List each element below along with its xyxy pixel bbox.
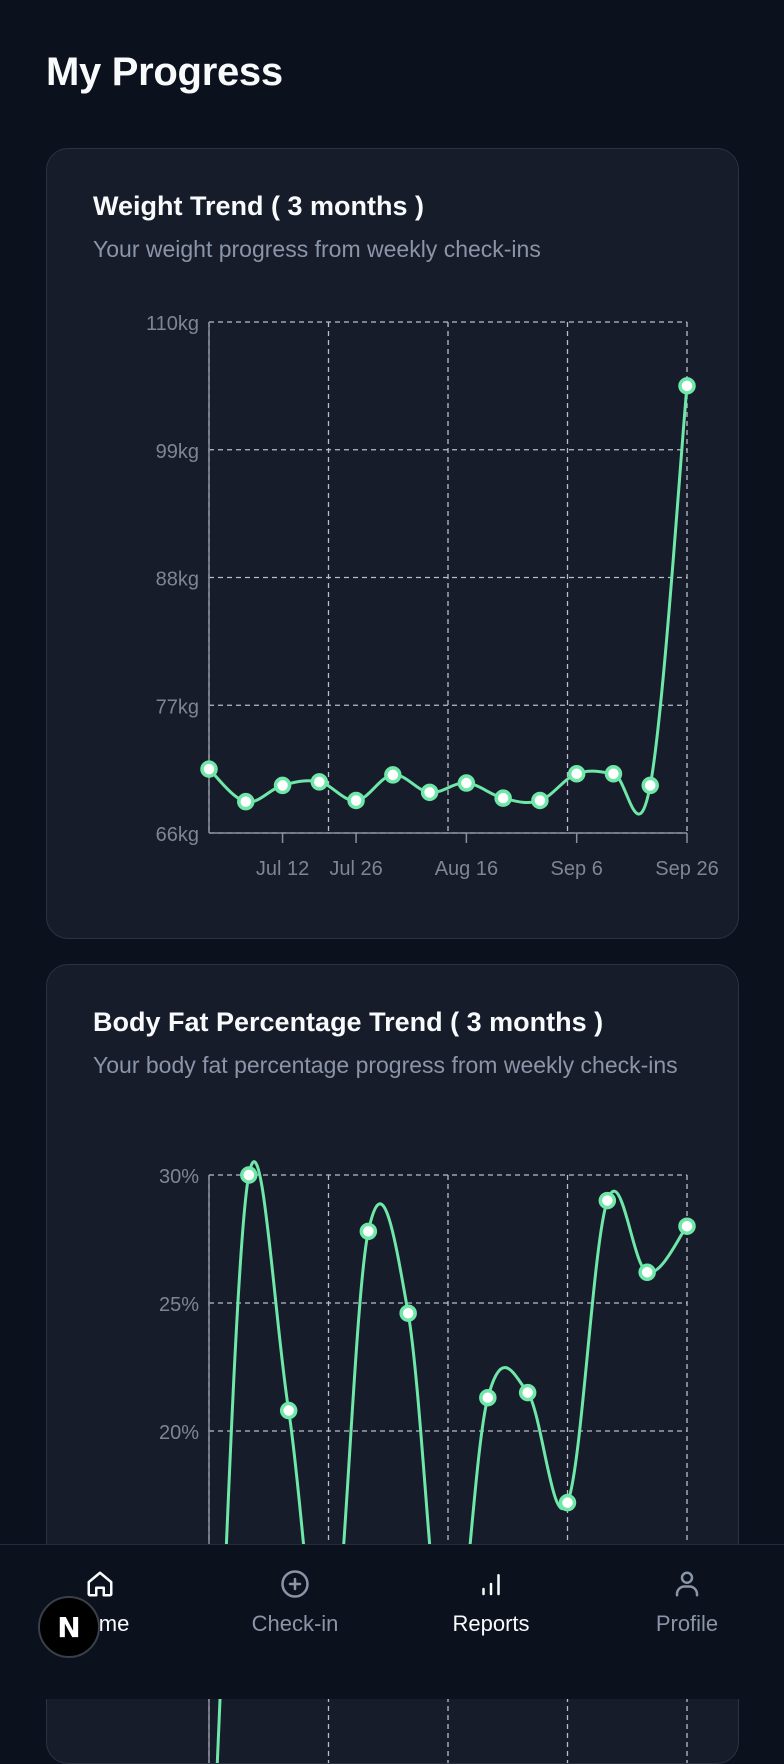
- nav-check-in-label: Check-in: [251, 1611, 339, 1636]
- data-point: [604, 765, 623, 783]
- nav-check-in[interactable]: Check-in: [215, 1569, 375, 1637]
- data-point: [641, 776, 659, 795]
- data-point: [347, 791, 365, 810]
- data-point: [479, 1388, 497, 1407]
- data-point: [678, 377, 696, 395]
- x-tick-label: Sep 26: [655, 858, 718, 880]
- y-tick-label: 66kg: [156, 824, 199, 846]
- data-point: [359, 1222, 378, 1241]
- bar-chart-icon: [411, 1569, 571, 1603]
- data-point: [240, 1166, 258, 1184]
- data-point: [598, 1191, 617, 1210]
- nav-profile-label: Profile: [655, 1611, 719, 1636]
- x-tick-label: Jul 12: [256, 858, 309, 880]
- data-point: [531, 791, 549, 810]
- data-point: [558, 1493, 577, 1512]
- data-point: [518, 1383, 537, 1402]
- data-point: [457, 774, 476, 792]
- data-point: [420, 783, 439, 802]
- data-point: [399, 1304, 417, 1322]
- n-badge-button[interactable]: N: [38, 1596, 100, 1658]
- weight-trend-chart: 66kg 77kg 88kg 99kg 110kg Jul 12 Jul 26 Aug 16 S…: [146, 313, 719, 880]
- weight-trend-card: Weight Trend ( 3 months ) Your weight pr…: [46, 148, 739, 939]
- weight-card-title: Weight Trend ( 3 months ): [93, 191, 425, 221]
- bodyfat-series-line: [215, 1160, 689, 1763]
- home-icon: [20, 1569, 180, 1603]
- y-tick-label: 30%: [159, 1166, 199, 1188]
- user-icon: [607, 1569, 767, 1603]
- bodyfat-trend-chart: 30% 25% 20%: [159, 1160, 696, 1763]
- page-title: My Progress: [46, 50, 283, 94]
- data-point: [494, 789, 512, 807]
- x-tick-label: Aug 16: [435, 858, 498, 880]
- data-point: [384, 766, 402, 784]
- nav-reports[interactable]: Reports: [411, 1569, 571, 1637]
- bodyfat-card-title: Body Fat Percentage Trend ( 3 months ): [93, 1007, 604, 1037]
- data-point: [279, 1401, 298, 1420]
- x-tick-label: Sep 6: [551, 858, 603, 880]
- nav-reports-label: Reports: [452, 1611, 530, 1636]
- data-point: [638, 1263, 656, 1282]
- weight-series-line: [207, 385, 689, 816]
- x-tick-label: Jul 26: [329, 858, 382, 880]
- bodyfat-card-subtitle: Your body fat percentage progress from w…: [93, 1052, 678, 1078]
- nav-profile[interactable]: Profile: [607, 1569, 767, 1637]
- y-tick-label: 99kg: [156, 441, 199, 463]
- y-tick-label: 77kg: [156, 696, 199, 718]
- data-point: [273, 776, 292, 795]
- data-point: [567, 765, 586, 783]
- y-tick-label: 25%: [159, 1294, 199, 1316]
- y-tick-label: 110kg: [146, 313, 199, 335]
- data-point: [200, 760, 218, 778]
- plus-circle-icon: [215, 1569, 375, 1603]
- y-tick-label: 20%: [159, 1422, 199, 1444]
- data-point: [237, 792, 255, 811]
- data-point: [310, 773, 329, 791]
- weight-card-subtitle: Your weight progress from weekly check-i…: [93, 236, 541, 262]
- data-point: [678, 1217, 696, 1235]
- y-tick-label: 88kg: [156, 569, 199, 591]
- bottom-navigation: Home Check-in Reports Profile: [0, 1544, 784, 1699]
